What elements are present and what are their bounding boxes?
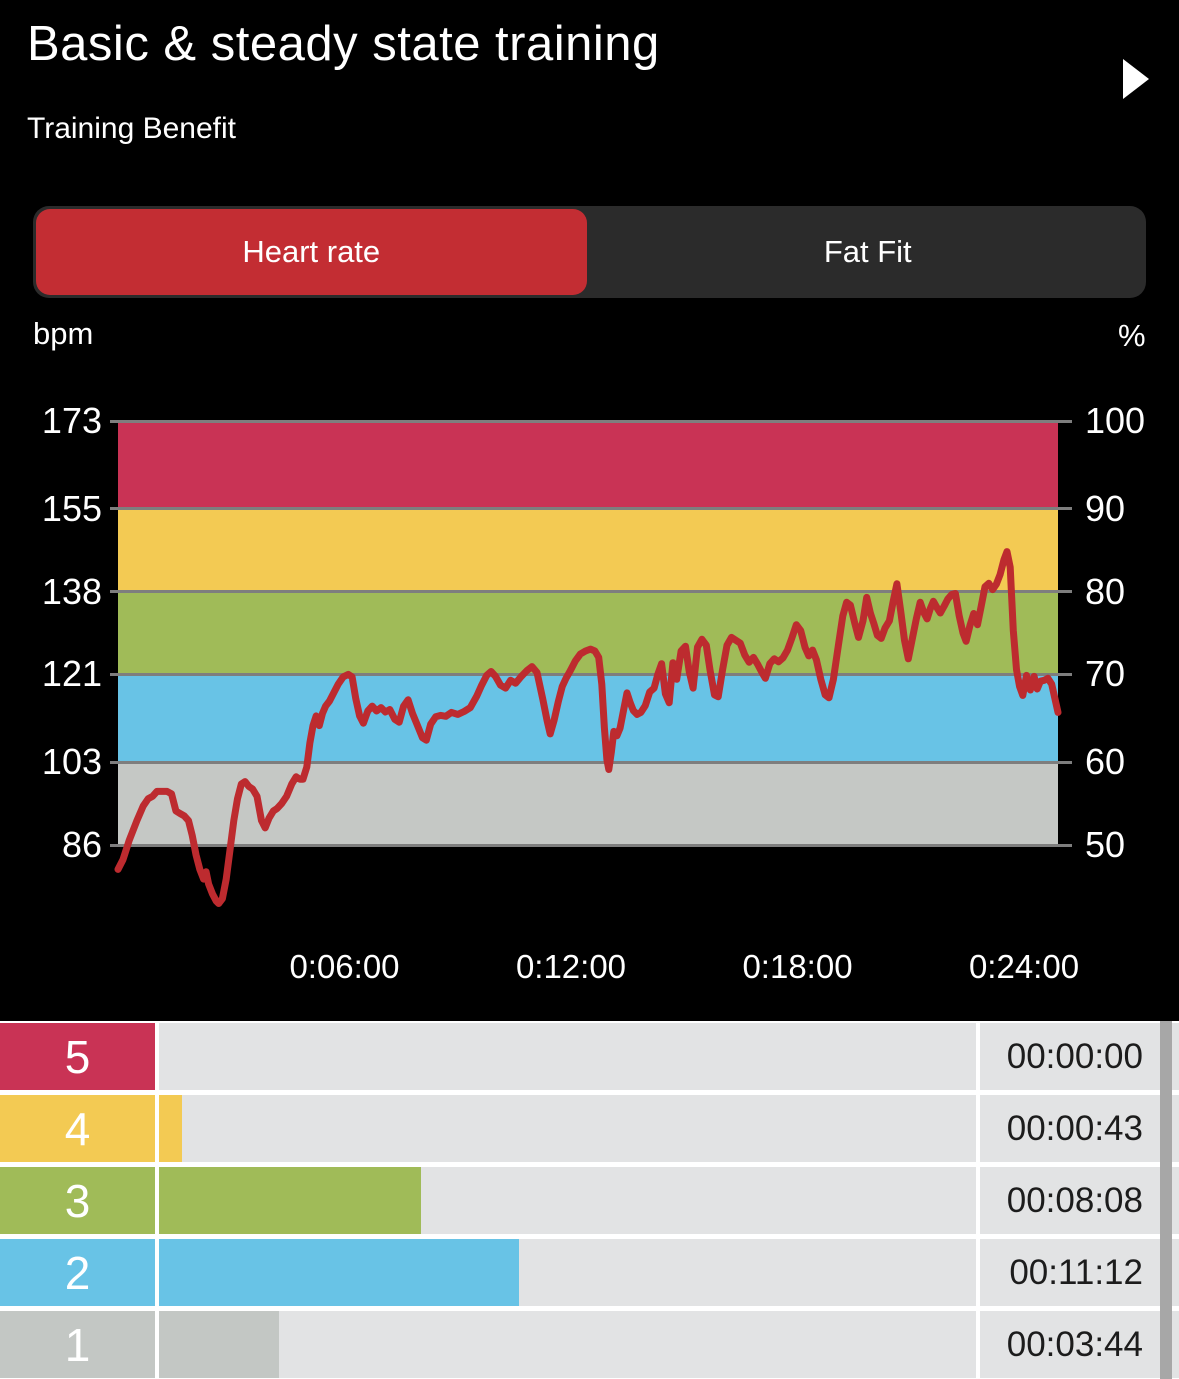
play-icon[interactable] <box>1123 59 1149 99</box>
zone-band-4 <box>118 508 1058 592</box>
gridline-121 <box>110 672 1072 676</box>
zone-duration-bar-track <box>159 1095 976 1162</box>
zone-number-badge: 2 <box>0 1239 155 1306</box>
y-axis-label-bpm-138: 138 <box>41 570 102 612</box>
zone-duration-time: 00:11:12 <box>980 1239 1179 1306</box>
y-axis-label-bpm-86: 86 <box>61 824 102 865</box>
y-axis-label-pct-80: 80 <box>1085 570 1126 612</box>
zone-number-badge: 3 <box>0 1167 155 1234</box>
zone-duration-bar <box>159 1167 421 1234</box>
zone-duration-table: 5 00:00:00 4 00:00:43 3 00:08:08 2 00:11:12 1 00:… <box>0 1021 1179 1379</box>
zone-duration-time: 00:00:43 <box>980 1095 1179 1162</box>
zone-duration-bar-track <box>159 1239 976 1306</box>
zone-row-5: 5 00:00:00 <box>0 1023 1179 1090</box>
active-tab-highlight <box>36 209 587 295</box>
x-axis-label-0:06:00: 0:06:00 <box>289 948 400 985</box>
x-axis-label-0:12:00: 0:12:00 <box>515 948 627 985</box>
y-axis-label-pct-100: 100 <box>1085 400 1146 441</box>
y-axis-label-pct-60: 60 <box>1085 741 1126 783</box>
page-title: Basic & steady state training <box>27 17 660 71</box>
zone-duration-time: 00:00:00 <box>980 1023 1179 1090</box>
y-axis-label-bpm-173: 173 <box>41 400 102 441</box>
y-axis-label-bpm-121: 121 <box>41 653 102 695</box>
zone-duration-bar <box>159 1311 280 1378</box>
zone-duration-bar-track <box>159 1167 976 1234</box>
heart-rate-chart: 173 100 155 90 138 80 121 70 103 60 86 50 0:06:00 0:1… <box>41 400 1146 985</box>
gridline-86 <box>110 843 1072 847</box>
y-axis-label-pct-90: 90 <box>1085 487 1126 529</box>
right-axis-unit-label: % <box>1118 318 1146 353</box>
y-axis-label-pct-50: 50 <box>1085 824 1126 865</box>
chart-tabs: Heart rate Fat Fit <box>33 206 1146 298</box>
x-axis-label-0:24:00: 0:24:00 <box>968 948 1080 985</box>
zone-duration-bar-track <box>159 1311 976 1378</box>
left-axis-unit-label: bpm <box>33 316 94 351</box>
zone-duration-bar <box>159 1239 520 1306</box>
y-axis-label-pct-70: 70 <box>1085 653 1126 695</box>
zone-duration-bar <box>159 1095 183 1162</box>
zone-row-3: 3 00:08:08 <box>0 1167 1179 1234</box>
section-subtitle: Training Benefit <box>27 112 237 145</box>
zone-number-badge: 1 <box>0 1311 155 1378</box>
gridline-103 <box>110 760 1072 764</box>
zone-number-badge: 4 <box>0 1095 155 1162</box>
zone-band-2 <box>118 674 1058 763</box>
zone-band-3 <box>118 591 1058 675</box>
zone-number-badge: 5 <box>0 1023 155 1090</box>
tab-heart-rate[interactable]: Heart rate <box>242 234 381 269</box>
zone-duration-time: 00:08:08 <box>980 1167 1179 1234</box>
zone-row-2: 2 00:11:12 <box>0 1239 1179 1306</box>
y-axis-label-bpm-155: 155 <box>41 487 102 529</box>
vertical-scrollbar-thumb[interactable] <box>1160 1021 1172 1379</box>
zone-band-5 <box>118 421 1058 509</box>
zone-duration-time: 00:03:44 <box>980 1311 1179 1378</box>
zone-duration-bar-track <box>159 1023 976 1090</box>
gridline-138 <box>110 590 1072 594</box>
x-axis-label-0:18:00: 0:18:00 <box>742 948 853 985</box>
gridline-155 <box>110 507 1072 511</box>
zone-band-1 <box>118 762 1058 845</box>
tab-fat-fit[interactable]: Fat Fit <box>823 234 912 269</box>
y-axis-label-bpm-103: 103 <box>41 741 102 783</box>
zone-row-4: 4 00:00:43 <box>0 1095 1179 1162</box>
zone-row-1: 1 00:03:44 <box>0 1311 1179 1378</box>
gridline-173 <box>110 419 1072 423</box>
